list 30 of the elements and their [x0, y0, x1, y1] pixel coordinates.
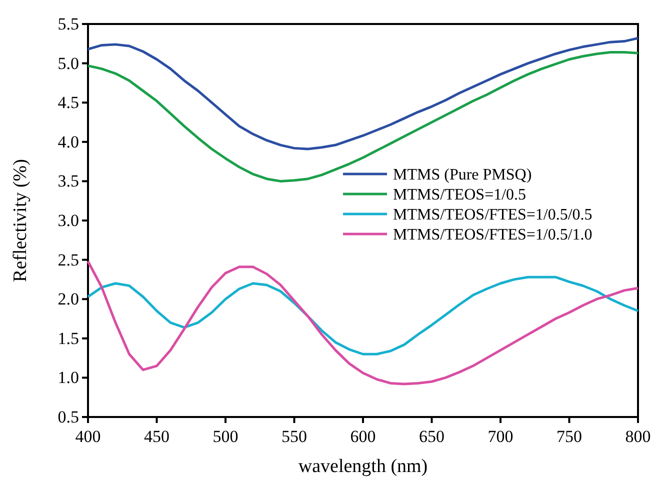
y-tick-label: 1.0 [58, 368, 79, 388]
x-tick-label: 650 [419, 427, 444, 446]
y-tick-label: 4.0 [58, 132, 79, 152]
legend-label: MTMS/TEOS/FTES=1/0.5/1.0 [393, 226, 592, 244]
line-series [86, 51, 640, 182]
x-tick-label: 600 [350, 427, 376, 446]
x-tick-label: 750 [556, 427, 582, 446]
y-tick-label: 5.0 [58, 54, 79, 73]
y-tick-label: 1.5 [58, 328, 79, 348]
y-tick-label: 2.0 [58, 290, 79, 309]
y-tick-label: 4.5 [58, 93, 79, 112]
x-tick-label: 500 [212, 427, 238, 446]
x-tick-label: 700 [488, 427, 514, 446]
line-series [86, 276, 640, 356]
x-tick-label: 800 [625, 427, 651, 446]
y-tick-label: 2.5 [58, 250, 79, 270]
legend-label: MTMS/TEOS/FTES=1/0.5/0.5 [393, 206, 592, 224]
x-tick-label: 400 [75, 427, 101, 446]
legend-label: MTMS (Pure PMSQ) [393, 166, 532, 184]
y-tick-label: 5.5 [58, 14, 79, 34]
x-tick-label: 550 [282, 427, 307, 446]
legend-label: MTMS/TEOS=1/0.5 [393, 186, 526, 204]
y-tick-label: 0.5 [58, 407, 79, 426]
y-tick-label: 3.5 [58, 172, 79, 191]
x-axis-title: wavelength (nm) [298, 456, 428, 477]
line-series [86, 260, 640, 386]
x-tick-label: 450 [144, 427, 170, 446]
y-axis-title: Reflectivity (%) [10, 159, 31, 282]
y-tick-label: 3.0 [58, 210, 79, 230]
line-series [86, 36, 640, 150]
